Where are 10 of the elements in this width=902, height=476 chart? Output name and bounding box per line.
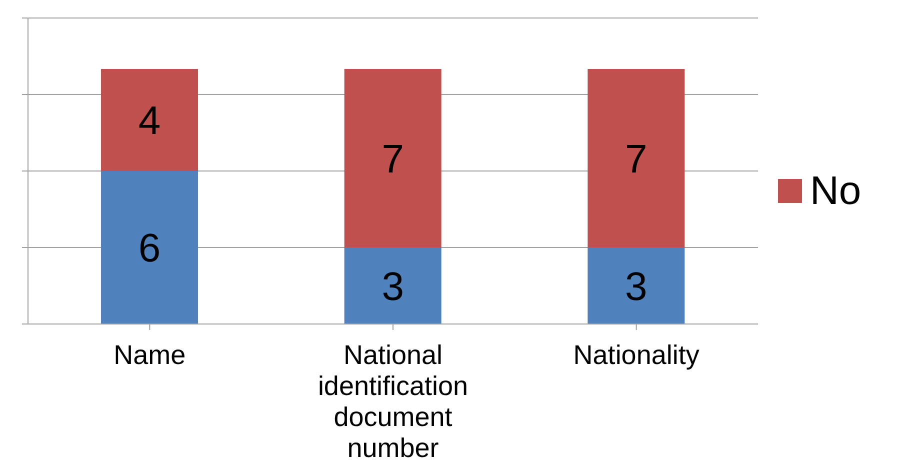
data-label: 7 xyxy=(382,137,404,182)
data-label: 3 xyxy=(625,264,648,309)
x-tick-label: Name xyxy=(114,340,186,370)
data-label: 7 xyxy=(625,137,648,182)
data-label: 4 xyxy=(138,99,161,144)
x-tick-label: Nationality xyxy=(573,340,700,370)
legend-label: No xyxy=(810,168,862,214)
data-label: 6 xyxy=(138,226,161,271)
data-label: 3 xyxy=(382,264,404,309)
x-tick-label: National identification document number xyxy=(318,340,468,463)
